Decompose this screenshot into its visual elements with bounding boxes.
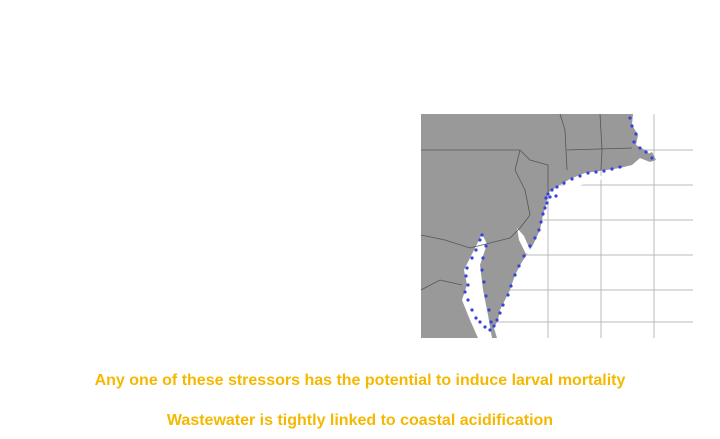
site-marker: [650, 156, 654, 160]
site-marker: [480, 268, 484, 272]
site-marker: [546, 192, 550, 196]
site-marker: [517, 264, 521, 268]
site-marker: [644, 150, 648, 154]
site-marker: [548, 195, 552, 199]
site-marker: [630, 124, 634, 128]
site-marker: [544, 196, 548, 200]
caption-line: Wastewater is tightly linked to coastal …: [166, 412, 554, 429]
site-marker: [495, 318, 499, 322]
site-marker: [570, 177, 574, 181]
site-marker: [481, 256, 485, 260]
site-marker: [464, 274, 468, 278]
site-marker: [489, 320, 493, 324]
site-marker: [632, 140, 636, 144]
site-marker: [470, 308, 474, 312]
site-marker: [501, 303, 505, 307]
site-marker: [634, 132, 638, 136]
site-marker: [470, 256, 474, 260]
site-marker: [555, 185, 559, 189]
site-marker: [528, 244, 532, 248]
site-marker: [539, 220, 543, 224]
site-marker: [594, 170, 598, 174]
site-marker: [554, 194, 558, 198]
site-marker: [474, 316, 478, 320]
state-borders: [420, 113, 633, 291]
site-marker: [466, 283, 470, 287]
site-marker: [602, 169, 606, 173]
site-marker: [628, 116, 632, 120]
site-marker: [498, 311, 502, 315]
site-marker: [484, 294, 488, 298]
site-marker: [487, 308, 491, 312]
site-marker: [463, 290, 467, 294]
site-marker: [482, 280, 486, 284]
site-marker: [484, 244, 488, 248]
site-marker: [537, 228, 541, 232]
site-marker: [618, 165, 622, 169]
site-marker: [533, 236, 537, 240]
site-marker: [541, 212, 545, 216]
site-marker: [509, 284, 513, 288]
site-marker: [465, 266, 469, 270]
chesapeake-bay: [462, 234, 492, 338]
site-marker: [522, 254, 526, 258]
site-marker: [545, 201, 549, 205]
long-island-sound: [552, 175, 612, 194]
site-markers: [463, 116, 654, 332]
site-marker: [478, 320, 482, 324]
site-marker: [586, 171, 590, 175]
caption-line: Any one of these stressors has the poten…: [94, 372, 626, 389]
site-marker: [578, 174, 582, 178]
delaware-bay: [517, 228, 531, 254]
site-marker: [466, 298, 470, 302]
site-marker: [610, 167, 614, 171]
site-marker: [562, 181, 566, 185]
site-marker: [513, 273, 517, 277]
site-marker: [488, 328, 492, 332]
site-marker: [638, 146, 642, 150]
site-marker: [478, 238, 482, 242]
site-marker: [543, 206, 547, 210]
site-marker: [480, 233, 484, 237]
site-marker: [492, 324, 496, 328]
site-marker: [483, 325, 487, 329]
land: [421, 114, 652, 338]
site-marker: [550, 188, 554, 192]
site-marker: [506, 293, 510, 297]
site-marker: [474, 248, 478, 252]
